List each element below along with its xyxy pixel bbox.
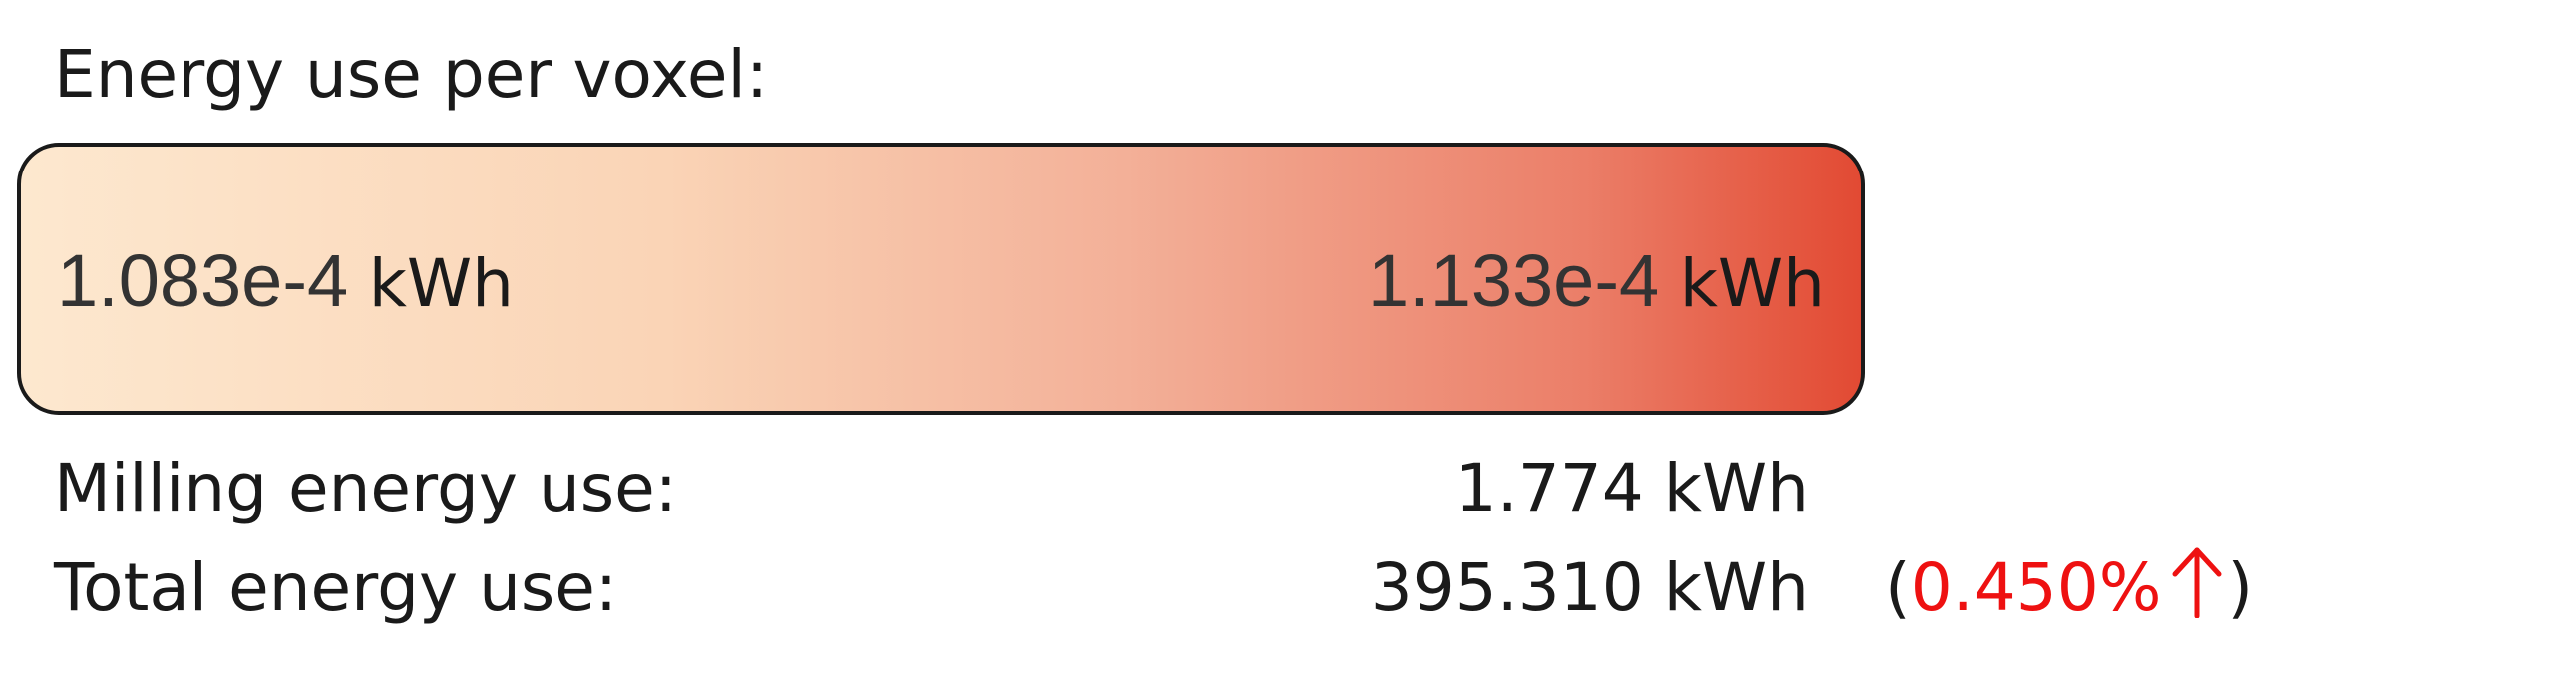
bar-max-label: 1.133e-4 kWh [1368,236,1825,329]
energy-gradient-bar: 1.083e-4 kWh 1.133e-4 kWh [17,143,1865,415]
delta-open-paren: ( [1885,549,1911,626]
bar-max-value: 1.133e-4 [1367,239,1660,322]
delta-percent: 0.450% [1910,549,2162,626]
panel-title: Energy use per voxel: [54,36,769,113]
total-energy-value: 395.310 kWh [1370,549,1809,626]
milling-energy-value: 1.774 kWh [1454,450,1809,526]
milling-energy-row: Milling energy use: 1.774 kWh [54,444,1809,533]
arrow-up-icon [2172,547,2222,618]
bar-min-unit: kWh [368,245,515,322]
total-energy-delta: (0.450% ) [1885,543,2253,633]
bar-min-label: 1.083e-4 kWh [57,236,514,329]
bar-min-value: 1.083e-4 [57,239,349,322]
milling-energy-label: Milling energy use: [54,450,678,526]
bar-max-unit: kWh [1679,245,1825,322]
delta-close-paren: ) [2227,549,2254,626]
total-energy-row: Total energy use: 395.310 kWh [54,543,1809,633]
total-energy-label: Total energy use: [54,549,618,626]
